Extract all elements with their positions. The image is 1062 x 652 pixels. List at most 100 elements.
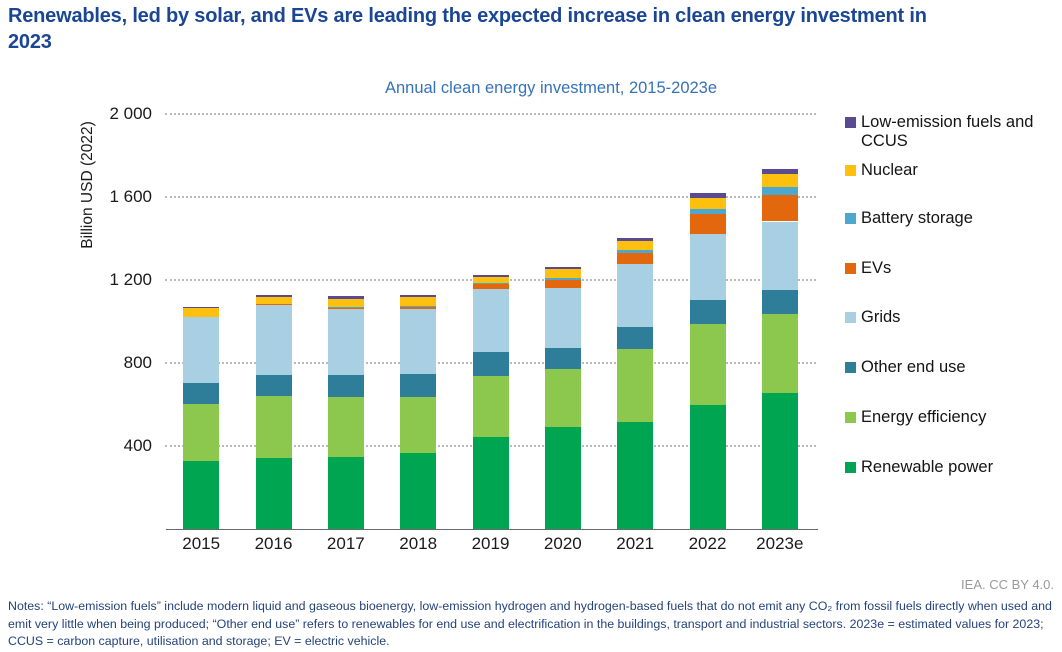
bar-segment-2016-energy-efficiency bbox=[255, 395, 292, 459]
gridline-2000 bbox=[165, 112, 816, 115]
bar-segment-2019-other-end-use bbox=[472, 352, 509, 377]
legend-label: EVs bbox=[861, 259, 892, 277]
legend-label: Nuclear bbox=[861, 161, 918, 179]
legend-swatch-icon bbox=[845, 117, 856, 128]
legend-item-grids: Grids bbox=[845, 308, 1055, 327]
bar-segment-2020-energy-efficiency bbox=[544, 368, 581, 427]
legend-swatch-icon bbox=[845, 462, 856, 473]
x-axis-label-2020: 2020 bbox=[543, 534, 582, 553]
legend-item-energy-efficiency: Energy efficiency bbox=[845, 408, 1055, 427]
legend-swatch-icon bbox=[845, 312, 856, 323]
legend-swatch-icon bbox=[845, 213, 856, 224]
bar-segment-2019-low-emission-fuels-and-ccus bbox=[472, 275, 509, 278]
bar-segment-2017-energy-efficiency bbox=[327, 396, 364, 457]
bar-segment-2019-nuclear bbox=[472, 277, 509, 283]
legend-label: Energy efficiency bbox=[861, 408, 987, 426]
bar-segment-2021-energy-efficiency bbox=[617, 349, 654, 422]
y-tick-label-1200: 1 200 bbox=[109, 269, 152, 289]
bar-segment-2022-grids bbox=[689, 233, 726, 301]
bar-segment-2018-evs bbox=[400, 306, 437, 309]
legend-swatch-icon bbox=[845, 412, 856, 423]
bar-segment-2017-renewable-power bbox=[327, 457, 364, 529]
bar-segment-2019-energy-efficiency bbox=[472, 376, 509, 438]
legend-label: Other end use bbox=[861, 358, 966, 376]
bar-segment-2016-grids bbox=[255, 304, 292, 376]
bar-segment-2015-energy-efficiency bbox=[183, 404, 220, 462]
legend-swatch-icon bbox=[845, 362, 856, 373]
bar-segment-2023e-battery-storage bbox=[761, 187, 798, 195]
bar-segment-2016-nuclear bbox=[255, 297, 292, 305]
bar-segment-2021-renewable-power bbox=[617, 421, 654, 529]
bar-segment-2017-other-end-use bbox=[327, 375, 364, 397]
legend-item-other-end-use: Other end use bbox=[845, 358, 1055, 377]
bar-segment-2017-nuclear bbox=[327, 298, 364, 307]
bar-segment-2019-grids bbox=[472, 288, 509, 353]
bar-segment-2022-evs bbox=[689, 214, 726, 234]
bar-segment-2016-low-emission-fuels-and-ccus bbox=[255, 294, 292, 298]
bar-segment-2020-renewable-power bbox=[544, 426, 581, 529]
x-axis-line bbox=[166, 528, 818, 531]
legend-item-low-emission-fuels-and-ccus: Low-emission fuels and CCUS bbox=[845, 113, 1055, 151]
bar-segment-2023e-energy-efficiency bbox=[761, 313, 798, 393]
bar-segment-2020-evs bbox=[544, 280, 581, 288]
x-axis-label-2015: 2015 bbox=[182, 534, 221, 553]
bar-segment-2016-other-end-use bbox=[255, 375, 292, 396]
bar-segment-2021-nuclear bbox=[617, 240, 654, 250]
bar-segment-2023e-low-emission-fuels-and-ccus bbox=[761, 168, 798, 174]
bar-segment-2018-nuclear bbox=[400, 297, 437, 306]
bar-segment-2018-battery-storage bbox=[400, 305, 437, 307]
bar-segment-2021-grids bbox=[617, 264, 654, 328]
bar-segment-2020-other-end-use bbox=[544, 348, 581, 369]
bar-segment-2021-other-end-use bbox=[617, 327, 654, 350]
x-axis-label-2017: 2017 bbox=[326, 534, 365, 553]
bar-segment-2018-grids bbox=[400, 308, 437, 374]
x-axis-label-2021: 2021 bbox=[616, 534, 655, 553]
legend-swatch-icon bbox=[845, 263, 856, 274]
bar-segment-2019-battery-storage bbox=[472, 282, 509, 284]
legend-item-renewable-power: Renewable power bbox=[845, 458, 1055, 477]
bar-segment-2018-other-end-use bbox=[400, 374, 437, 397]
bar-segment-2022-nuclear bbox=[689, 197, 726, 210]
legend-label: Battery storage bbox=[861, 209, 973, 227]
bar-segment-2015-renewable-power bbox=[183, 461, 220, 529]
y-tick-label-2000: 2 000 bbox=[109, 103, 152, 123]
legend-item-nuclear: Nuclear bbox=[845, 161, 1055, 180]
bar-segment-2020-battery-storage bbox=[544, 277, 581, 280]
bar-segment-2020-low-emission-fuels-and-ccus bbox=[544, 266, 581, 270]
legend-item-evs: EVs bbox=[845, 259, 1055, 278]
bar-segment-2022-renewable-power bbox=[689, 405, 726, 529]
bar-segment-2015-grids bbox=[183, 316, 220, 384]
bar-segment-2021-low-emission-fuels-and-ccus bbox=[617, 238, 654, 241]
bar-segment-2016-renewable-power bbox=[255, 458, 292, 529]
x-axis-label-2019: 2019 bbox=[471, 534, 510, 553]
bar-segment-2023e-other-end-use bbox=[761, 289, 798, 314]
attribution-text: IEA. CC BY 4.0. bbox=[961, 577, 1054, 592]
x-axis-label-2023e: 2023e bbox=[756, 534, 804, 553]
bar-segment-2019-evs bbox=[472, 283, 509, 289]
bar-segment-2017-low-emission-fuels-and-ccus bbox=[327, 296, 364, 299]
legend-label: Renewable power bbox=[861, 458, 994, 476]
legend-label: Grids bbox=[861, 308, 901, 326]
bar-segment-2021-evs bbox=[617, 252, 654, 265]
bar-segment-2015-low-emission-fuels-and-ccus bbox=[183, 306, 220, 309]
x-axis-label-2016: 2016 bbox=[254, 534, 293, 553]
bar-segment-2020-nuclear bbox=[544, 269, 581, 278]
y-tick-label-1600: 1 600 bbox=[109, 186, 152, 206]
legend-item-battery-storage: Battery storage bbox=[845, 209, 1055, 228]
bar-segment-2021-battery-storage bbox=[617, 249, 654, 253]
page-title: Renewables, led by solar, and EVs are le… bbox=[8, 5, 927, 53]
bar-segment-2015-other-end-use bbox=[183, 383, 220, 405]
bar-segment-2023e-grids bbox=[761, 221, 798, 290]
y-tick-label-800: 800 bbox=[123, 352, 152, 372]
gridline-1600 bbox=[165, 195, 816, 198]
bar-segment-2022-low-emission-fuels-and-ccus bbox=[689, 193, 726, 198]
x-axis-label-2022: 2022 bbox=[688, 534, 727, 553]
chart-title: Annual clean energy investment, 2015-202… bbox=[384, 79, 718, 97]
legend-label: Low-emission fuels and CCUS bbox=[861, 113, 1034, 151]
x-axis-label-2018: 2018 bbox=[399, 534, 438, 553]
notes-text: Notes: “Low-emission fuels” include mode… bbox=[8, 599, 1052, 649]
bar-segment-2019-renewable-power bbox=[472, 437, 509, 529]
bar-segment-2022-other-end-use bbox=[689, 300, 726, 325]
legend-swatch-icon bbox=[845, 165, 856, 176]
bar-segment-2023e-evs bbox=[761, 194, 798, 222]
